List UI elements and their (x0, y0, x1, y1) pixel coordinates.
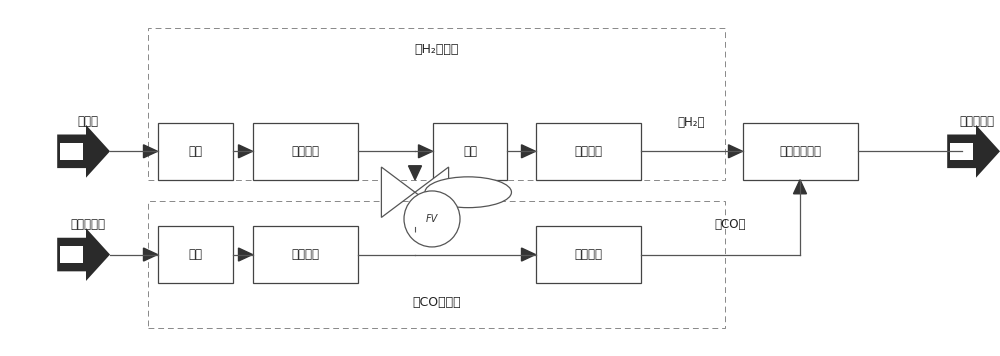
Text: 合成天然气: 合成天然气 (960, 115, 994, 127)
Polygon shape (144, 248, 158, 261)
Bar (158, 123, 232, 180)
Polygon shape (522, 145, 536, 158)
Bar (536, 123, 640, 180)
Text: 无循环甲烷化: 无循环甲烷化 (779, 145, 821, 158)
Polygon shape (415, 167, 449, 218)
Text: 脱硫脱碳: 脱硫脱碳 (574, 248, 602, 261)
Text: 气柜: 气柜 (188, 145, 202, 158)
Text: 过滤压缩: 过滤压缩 (291, 145, 319, 158)
Polygon shape (794, 180, 806, 194)
Bar (252, 226, 358, 283)
Polygon shape (381, 167, 415, 218)
Polygon shape (728, 145, 742, 158)
Text: 富H₂气制备: 富H₂气制备 (414, 43, 459, 56)
Bar (432, 123, 507, 180)
Text: 富H₂气: 富H₂气 (678, 116, 705, 129)
Bar (252, 123, 358, 180)
Text: FV: FV (426, 214, 438, 224)
Polygon shape (239, 145, 252, 158)
Polygon shape (144, 145, 158, 158)
Text: 富CO气制备: 富CO气制备 (412, 296, 461, 309)
Polygon shape (418, 145, 432, 158)
Bar (536, 226, 640, 283)
Text: 脱硫脱碳: 脱硫脱碳 (574, 145, 602, 158)
Polygon shape (60, 246, 83, 263)
Polygon shape (409, 166, 422, 180)
Polygon shape (950, 142, 973, 160)
Text: 富CO气: 富CO气 (715, 218, 746, 231)
Text: 变换: 变换 (463, 145, 477, 158)
Text: 电石炉尾气: 电石炉尾气 (70, 218, 106, 231)
Text: 过滤压缩: 过滤压缩 (291, 248, 319, 261)
Polygon shape (60, 142, 83, 160)
Bar (742, 123, 858, 180)
Bar (158, 226, 232, 283)
Ellipse shape (404, 191, 460, 247)
Polygon shape (409, 212, 422, 226)
Polygon shape (522, 248, 536, 261)
Bar (148, 28, 725, 180)
Text: 气柜: 气柜 (188, 248, 202, 261)
Polygon shape (947, 125, 1000, 178)
Polygon shape (57, 125, 110, 178)
Circle shape (425, 177, 511, 208)
Bar (148, 201, 725, 328)
Polygon shape (239, 248, 252, 261)
Polygon shape (57, 228, 110, 281)
Text: 热解气: 热解气 (78, 115, 98, 127)
